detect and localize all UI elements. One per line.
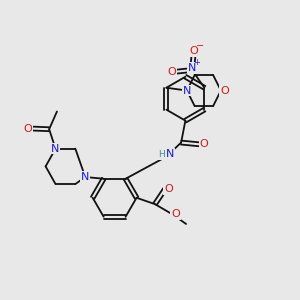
Text: N: N bbox=[183, 85, 191, 96]
Text: O: O bbox=[200, 139, 208, 149]
Text: O: O bbox=[220, 85, 229, 96]
Text: O: O bbox=[171, 209, 180, 219]
Text: O: O bbox=[164, 184, 173, 194]
Text: H: H bbox=[158, 150, 165, 159]
Text: N: N bbox=[51, 144, 60, 154]
Text: N: N bbox=[188, 63, 196, 73]
Text: O: O bbox=[168, 67, 177, 77]
Text: O: O bbox=[189, 46, 198, 56]
Text: N: N bbox=[166, 149, 174, 159]
Text: N: N bbox=[81, 172, 89, 182]
Text: +: + bbox=[194, 58, 200, 67]
Text: −: − bbox=[196, 41, 204, 51]
Text: O: O bbox=[24, 124, 32, 134]
